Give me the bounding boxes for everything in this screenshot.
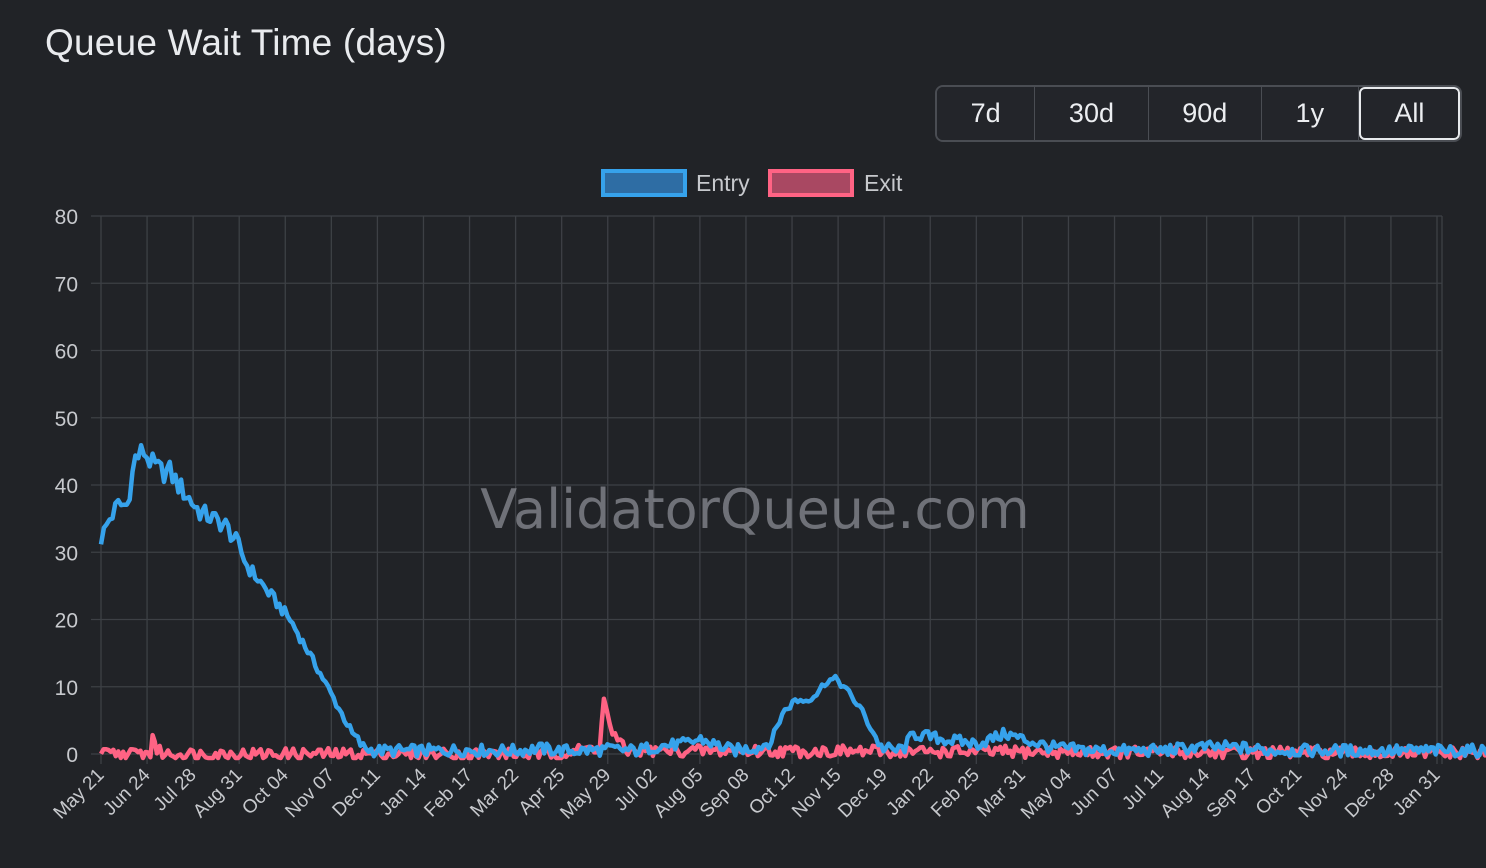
y-tick-label: 50 xyxy=(55,408,78,431)
x-tick-label: Dec 19 xyxy=(834,765,891,822)
legend-swatch-entry[interactable] xyxy=(601,169,687,197)
range-all-button[interactable]: All xyxy=(1358,87,1460,140)
x-tick-label: Aug 14 xyxy=(1157,764,1215,822)
chart-series xyxy=(98,442,1486,761)
watermark: ValidatorQueue.com xyxy=(480,478,1030,541)
x-tick-label: May 29 xyxy=(556,765,615,824)
x-tick-label: Aug 31 xyxy=(189,765,246,822)
y-tick-label: 10 xyxy=(55,677,78,700)
y-tick-label: 40 xyxy=(55,475,78,498)
range-90d-button[interactable]: 90d xyxy=(1148,87,1262,140)
legend-label-exit[interactable]: Exit xyxy=(864,170,903,196)
x-tick-label: Dec 11 xyxy=(329,765,385,821)
x-tick-label: Jan 14 xyxy=(376,764,431,819)
legend-label-entry[interactable]: Entry xyxy=(696,170,750,196)
x-tick-label: Jun 24 xyxy=(99,764,154,819)
x-tick-label: Feb 25 xyxy=(927,765,984,822)
range-1y-button[interactable]: 1y xyxy=(1261,87,1359,140)
y-tick-label: 0 xyxy=(66,744,78,767)
page-title: Queue Wait Time (days) xyxy=(45,22,447,63)
x-tick-label: Nov 07 xyxy=(281,765,338,822)
y-tick-label: 80 xyxy=(55,206,78,229)
range-7d-button[interactable]: 7d xyxy=(937,87,1036,140)
x-tick-label: Nov 15 xyxy=(788,765,845,822)
time-range-selector: 7d 30d 90d 1y All xyxy=(935,85,1462,142)
x-tick-label: May 04 xyxy=(1017,764,1076,823)
legend-swatch-exit[interactable] xyxy=(768,169,854,197)
x-tick-label: Jun 07 xyxy=(1067,765,1122,820)
x-tick-label: Jan 31 xyxy=(1389,765,1444,820)
x-tick-label: May 21 xyxy=(50,765,109,824)
series-line-exit xyxy=(99,696,1486,761)
x-tick-label: Feb 17 xyxy=(420,765,477,822)
range-30d-button[interactable]: 30d xyxy=(1035,87,1149,140)
x-tick-label: Mar 22 xyxy=(466,765,523,822)
x-tick-label: Sep 08 xyxy=(696,765,753,822)
x-tick-label: Nov 24 xyxy=(1295,764,1353,822)
y-tick-label: 30 xyxy=(55,542,78,565)
x-tick-label: Sep 17 xyxy=(1203,765,1260,822)
y-tick-label: 20 xyxy=(55,610,78,633)
x-tick-label: Jan 22 xyxy=(883,765,938,820)
x-tick-label: Dec 28 xyxy=(1341,765,1398,822)
y-tick-label: 70 xyxy=(55,273,78,296)
chart-legend: Entry Exit xyxy=(601,169,903,197)
y-axis-ticks: 0 10 20 30 40 50 60 70 80 xyxy=(55,206,78,767)
series-line-entry xyxy=(98,442,1486,759)
x-tick-label: Aug 05 xyxy=(650,765,707,822)
y-tick-label: 60 xyxy=(55,341,78,364)
